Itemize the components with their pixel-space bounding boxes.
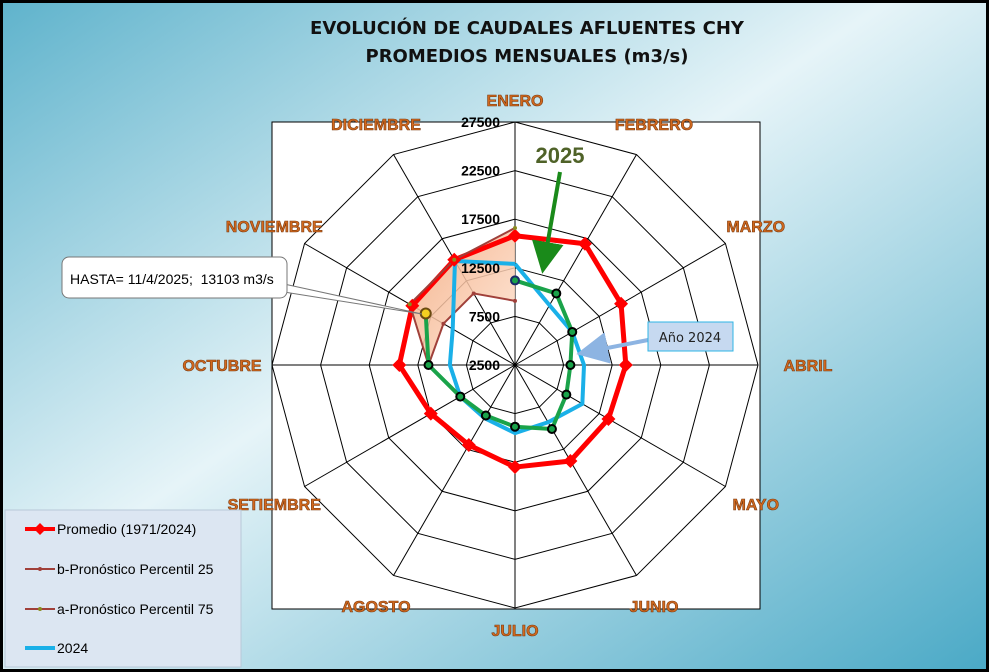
axis-tick-label: 22500 xyxy=(461,163,500,179)
promedio-marker xyxy=(601,411,616,426)
promedio-marker xyxy=(423,406,438,421)
2025-marker xyxy=(419,307,432,320)
2025-marker xyxy=(510,275,520,286)
month-label-enero: ENERO xyxy=(487,93,544,110)
legend-item-2024[interactable]: 2024 xyxy=(25,640,88,656)
axis-tick-label: 12500 xyxy=(461,260,500,276)
promedio-marker xyxy=(577,236,592,251)
arrow-2024-icon xyxy=(576,332,649,364)
annotation-2024-text: Año 2024 xyxy=(659,331,721,346)
series-p75-line xyxy=(408,227,516,366)
grid-spoke xyxy=(514,364,726,487)
legend-label-p75: a-Pronóstico Percentil 75 xyxy=(57,601,214,617)
p25-marker xyxy=(441,321,446,326)
hasta-callout-text: HASTA= 11/4/2025; 13103 m3/s xyxy=(70,271,274,287)
month-label-octubre: OCTUBRE xyxy=(182,358,261,375)
month-label-marzo: MARZO xyxy=(726,219,785,236)
promedio-marker xyxy=(508,460,522,475)
promedio-marker xyxy=(508,228,522,243)
month-label-agosto: AGOSTO xyxy=(341,599,410,616)
month-label-abril: ABRIL xyxy=(784,358,833,375)
2025-marker xyxy=(551,288,562,299)
2025-marker xyxy=(565,360,576,370)
axis-tick-label: 2500 xyxy=(469,357,500,373)
month-label-julio: JULIO xyxy=(491,623,538,640)
legend-item-p75[interactable]: a-Pronóstico Percentil 75 xyxy=(25,601,214,617)
grid-spoke xyxy=(393,364,516,576)
legend-label-2024: 2024 xyxy=(57,640,88,656)
legend-item-promedio[interactable]: Promedio (1971/2024) xyxy=(25,521,196,537)
p75-marker xyxy=(407,302,412,307)
2025-marker xyxy=(480,410,491,421)
grid-spoke xyxy=(514,364,637,576)
legend-label-promedio: Promedio (1971/2024) xyxy=(57,521,196,537)
grid-spoke xyxy=(304,364,516,487)
p25-marker xyxy=(513,298,517,303)
promedio-marker xyxy=(614,296,629,311)
chart-title-line1: EVOLUCIÓN DE CAUDALES AFLUENTES CHY xyxy=(310,17,745,39)
axis-tick-label: 7500 xyxy=(469,308,500,324)
month-label-mayo: MAYO xyxy=(732,497,779,514)
promedio-marker xyxy=(563,453,578,468)
grid-spoke xyxy=(514,154,637,366)
annotation-2024-box xyxy=(647,321,734,352)
legend-label-p25: b-Pronóstico Percentil 25 xyxy=(57,561,214,577)
month-label-setiembre: SETIEMBRE xyxy=(228,497,322,514)
2025-marker xyxy=(561,389,572,400)
promedio-marker xyxy=(618,358,633,372)
callout-pointer xyxy=(283,283,423,315)
month-label-febrero: FEBRERO xyxy=(615,117,693,134)
p75-marker xyxy=(513,225,517,230)
month-label-diciembre: DICIEMBRE xyxy=(331,117,421,134)
annotation-2025: 2025 xyxy=(536,143,585,168)
month-label-junio: JUNIO xyxy=(630,599,679,616)
legend-item-p25[interactable]: b-Pronóstico Percentil 25 xyxy=(25,561,214,577)
2025-marker xyxy=(546,423,557,434)
2025-marker xyxy=(423,360,434,370)
promedio-marker xyxy=(405,298,420,313)
promedio-marker xyxy=(392,358,407,372)
2025-marker xyxy=(455,391,466,402)
hasta-callout-box xyxy=(61,256,288,299)
legend: Promedio (1971/2024) b-Pronóstico Percen… xyxy=(4,509,242,668)
axis-tick-label: 17500 xyxy=(461,211,500,227)
chart-title-line2: PROMEDIOS MENSUALES (m3/s) xyxy=(366,46,689,67)
month-label-noviembre: NOVIEMBRE xyxy=(226,219,323,236)
axis-tick-label: 27500 xyxy=(461,114,500,130)
p75-marker xyxy=(452,257,457,262)
p25-marker xyxy=(471,291,476,296)
2025-marker xyxy=(510,421,520,432)
2025-marker xyxy=(567,326,578,337)
arrow-2025-icon xyxy=(531,171,564,274)
promedio-marker xyxy=(461,437,476,452)
series-p25-line xyxy=(427,292,516,366)
